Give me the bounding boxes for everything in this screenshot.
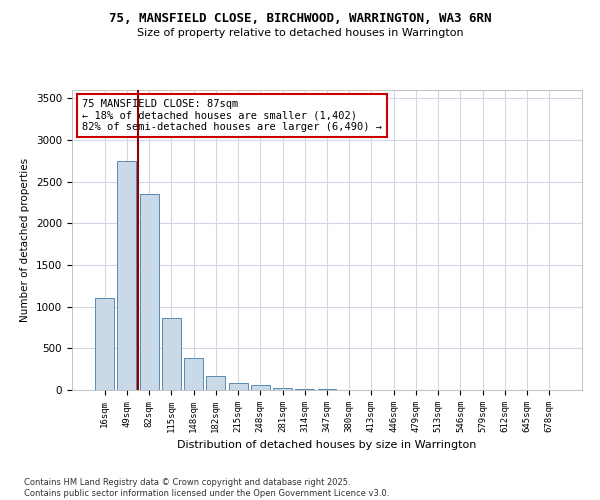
Bar (295, 389, 314, 390)
Bar (140, 194, 158, 390)
Bar (95, 298, 114, 390)
Bar (118, 161, 136, 390)
Text: 75, MANSFIELD CLOSE, BIRCHWOOD, WARRINGTON, WA3 6RN: 75, MANSFIELD CLOSE, BIRCHWOOD, WARRINGT… (109, 12, 491, 26)
Text: Size of property relative to detached houses in Warrington: Size of property relative to detached ho… (137, 28, 463, 38)
Y-axis label: Number of detached properties: Number of detached properties (20, 158, 31, 322)
Bar (206, 376, 225, 390)
Bar (229, 384, 248, 390)
X-axis label: Distribution of detached houses by size in Warrington: Distribution of detached houses by size … (178, 440, 476, 450)
Text: Contains HM Land Registry data © Crown copyright and database right 2025.
Contai: Contains HM Land Registry data © Crown c… (24, 478, 389, 498)
Bar (273, 388, 292, 390)
Bar (184, 358, 203, 390)
Bar (317, 389, 337, 390)
Bar (162, 318, 181, 390)
Bar (251, 386, 270, 390)
Text: 75 MANSFIELD CLOSE: 87sqm
← 18% of detached houses are smaller (1,402)
82% of se: 75 MANSFIELD CLOSE: 87sqm ← 18% of detac… (82, 99, 382, 132)
